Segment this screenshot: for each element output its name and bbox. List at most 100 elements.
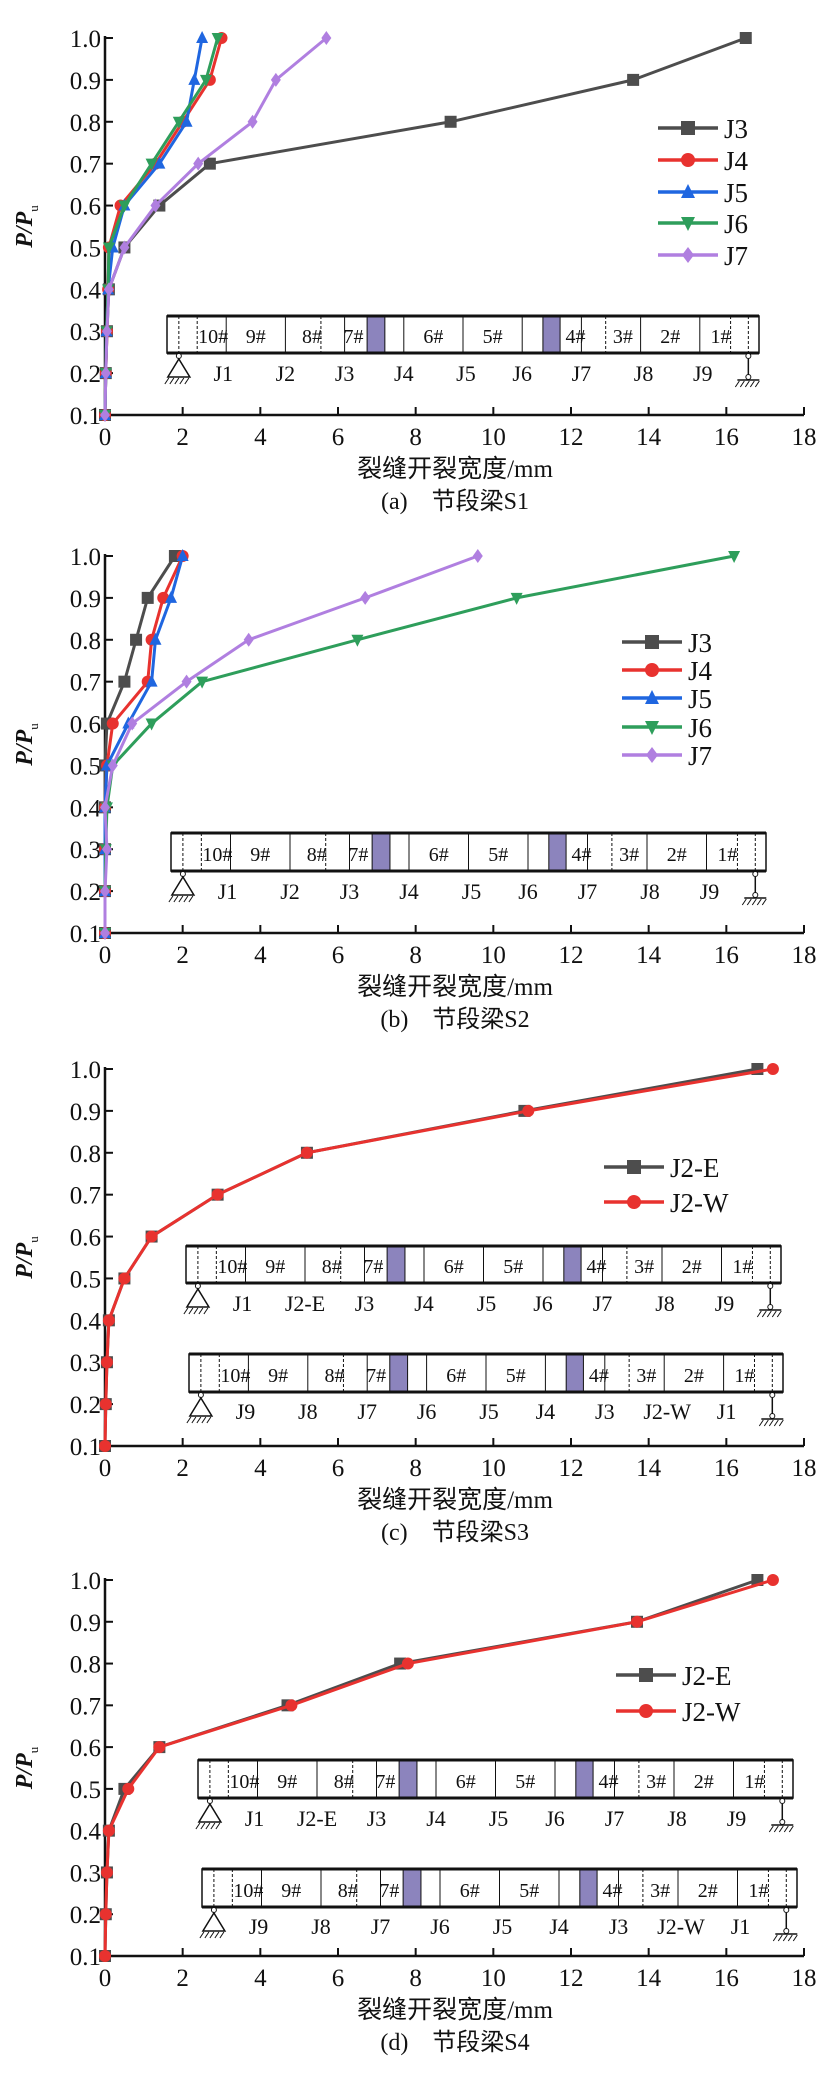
marker-square: [627, 1160, 641, 1174]
marker-triangle-up: [149, 632, 162, 645]
marker-circle: [100, 1866, 113, 1879]
legend-label: J7: [724, 241, 748, 271]
x-axis-label: 裂缝开裂宽度/mm: [357, 1996, 553, 2024]
x-tick-label: 6: [332, 1965, 345, 1992]
segment-label: 1#: [717, 844, 737, 866]
x-tick-label: 12: [559, 1965, 584, 1992]
segment-label: 9#: [268, 1365, 288, 1387]
segment-label: 4#: [572, 844, 592, 866]
joint-label: J7: [593, 1291, 613, 1316]
joint-label: J5: [489, 1806, 509, 1831]
joint-label: J3: [595, 1399, 615, 1424]
ground-hatch: [183, 1307, 189, 1315]
marker-square: [739, 32, 752, 44]
segment-label: 9#: [281, 1880, 301, 1902]
legend-label: J2-W: [682, 1697, 741, 1727]
joint-label: J1: [717, 1399, 737, 1424]
legend-label: J6: [724, 209, 748, 239]
marker-triangle-up: [196, 31, 209, 43]
y-tick-label: 0.5: [70, 1266, 101, 1293]
legend-label: J5: [688, 684, 712, 714]
y-tick-label: 0.7: [70, 152, 101, 179]
segment-label: 10#: [220, 1365, 250, 1387]
x-tick-label: 10: [481, 424, 506, 451]
ground-hatch: [773, 1419, 779, 1427]
ground-hatch: [178, 895, 184, 903]
series-J6: [99, 33, 224, 422]
segment-label: 8#: [338, 1880, 358, 1902]
segment-label: 3#: [636, 1365, 656, 1387]
panel-caption: (a) 节段梁S1: [381, 488, 529, 515]
wet-joint-block: [542, 316, 561, 353]
pin-support-icon: [185, 1287, 211, 1308]
segment-label: 7#: [363, 1256, 383, 1278]
joint-label: J2-W: [657, 1914, 705, 1939]
chart-panel-b: 0 2 4 6 8 10 12 14 16 18 0.1 0.2 0.3 0.4 0.5 0.6 0.7 0.8 0…: [12, 544, 817, 1033]
y-tick-label: 0.3: [70, 1860, 101, 1887]
x-tick-label: 10: [481, 942, 506, 969]
ground-hatch: [199, 1931, 205, 1939]
segment-label: 4#: [589, 1365, 609, 1387]
ground-hatch: [783, 1825, 789, 1833]
y-axis-label: P/Pu: [12, 1236, 41, 1280]
segment-label: 6#: [423, 326, 443, 348]
segment-label: 2#: [667, 844, 687, 866]
x-axis-label: 裂缝开裂宽度/mm: [357, 1486, 553, 1514]
ground-hatch: [771, 1310, 777, 1318]
segment-label: 2#: [694, 1771, 714, 1793]
marker-diamond: [100, 800, 110, 815]
y-axis-label-main: P/P: [12, 1242, 38, 1279]
segment-label: 9#: [250, 844, 270, 866]
joint-label: J8: [655, 1291, 675, 1316]
ground-hatch: [768, 1419, 774, 1427]
marker-circle: [145, 1230, 158, 1243]
marker-diamond: [101, 324, 112, 339]
joint-label: J1: [218, 879, 238, 904]
marker-triangle-up: [681, 184, 695, 198]
y-axis-label-sub: u: [26, 1236, 41, 1243]
wet-joint-block: [386, 1246, 406, 1283]
marker-circle: [681, 153, 695, 167]
joint-label: J8: [298, 1399, 318, 1424]
ground-hatch: [763, 1419, 769, 1427]
joint-label: J9: [727, 1806, 747, 1831]
legend-label: J4: [688, 656, 713, 686]
panel-caption: (d) 节段梁S4: [380, 2029, 529, 2056]
segment-label: 4#: [599, 1771, 619, 1793]
segment-label: 7#: [348, 844, 368, 866]
joint-label: J3: [609, 1914, 629, 1939]
wet-joint-block: [402, 1869, 422, 1907]
ground-hatch: [778, 1825, 784, 1833]
marker-circle: [401, 1657, 414, 1670]
segment-label: 5#: [515, 1771, 535, 1793]
marker-square: [141, 591, 154, 604]
beam-diagram: 10# 9# 8# 7# 6# 5# 4# 3# 2# 1# J1 J2 J3 J4 J5 J6 J7 J8 J9: [164, 314, 760, 388]
segment-label: 7#: [343, 326, 363, 348]
segment-label: 2#: [660, 326, 680, 348]
ground-hatch: [756, 898, 762, 906]
y-axis-label-sub: u: [26, 205, 41, 212]
marker-triangle-down: [102, 242, 115, 255]
marker-circle: [99, 1950, 111, 1962]
ground-hatch: [768, 1825, 774, 1833]
marker-diamond: [100, 926, 110, 940]
marker-square: [639, 1668, 653, 1682]
y-axis-label-main: P/P: [12, 729, 38, 766]
joint-label: J7: [572, 361, 592, 386]
joint-label: J8: [634, 361, 654, 386]
ground-hatch: [754, 380, 760, 388]
marker-square: [681, 121, 695, 135]
joint-label: J9: [715, 1291, 735, 1316]
marker-triangle-down: [510, 592, 523, 605]
marker-diamond: [321, 31, 332, 45]
ground-hatch: [195, 1822, 201, 1830]
ground-hatch: [734, 380, 740, 388]
joint-label: J4: [399, 879, 419, 904]
segment-label: 4#: [587, 1256, 607, 1278]
marker-triangle-down: [728, 551, 741, 563]
ground-hatch: [758, 1419, 764, 1427]
y-tick-label: 0.2: [70, 361, 101, 388]
y-tick-label: 0.8: [70, 1141, 101, 1168]
marker-circle: [766, 1063, 779, 1075]
segment-label: 3#: [613, 326, 633, 348]
